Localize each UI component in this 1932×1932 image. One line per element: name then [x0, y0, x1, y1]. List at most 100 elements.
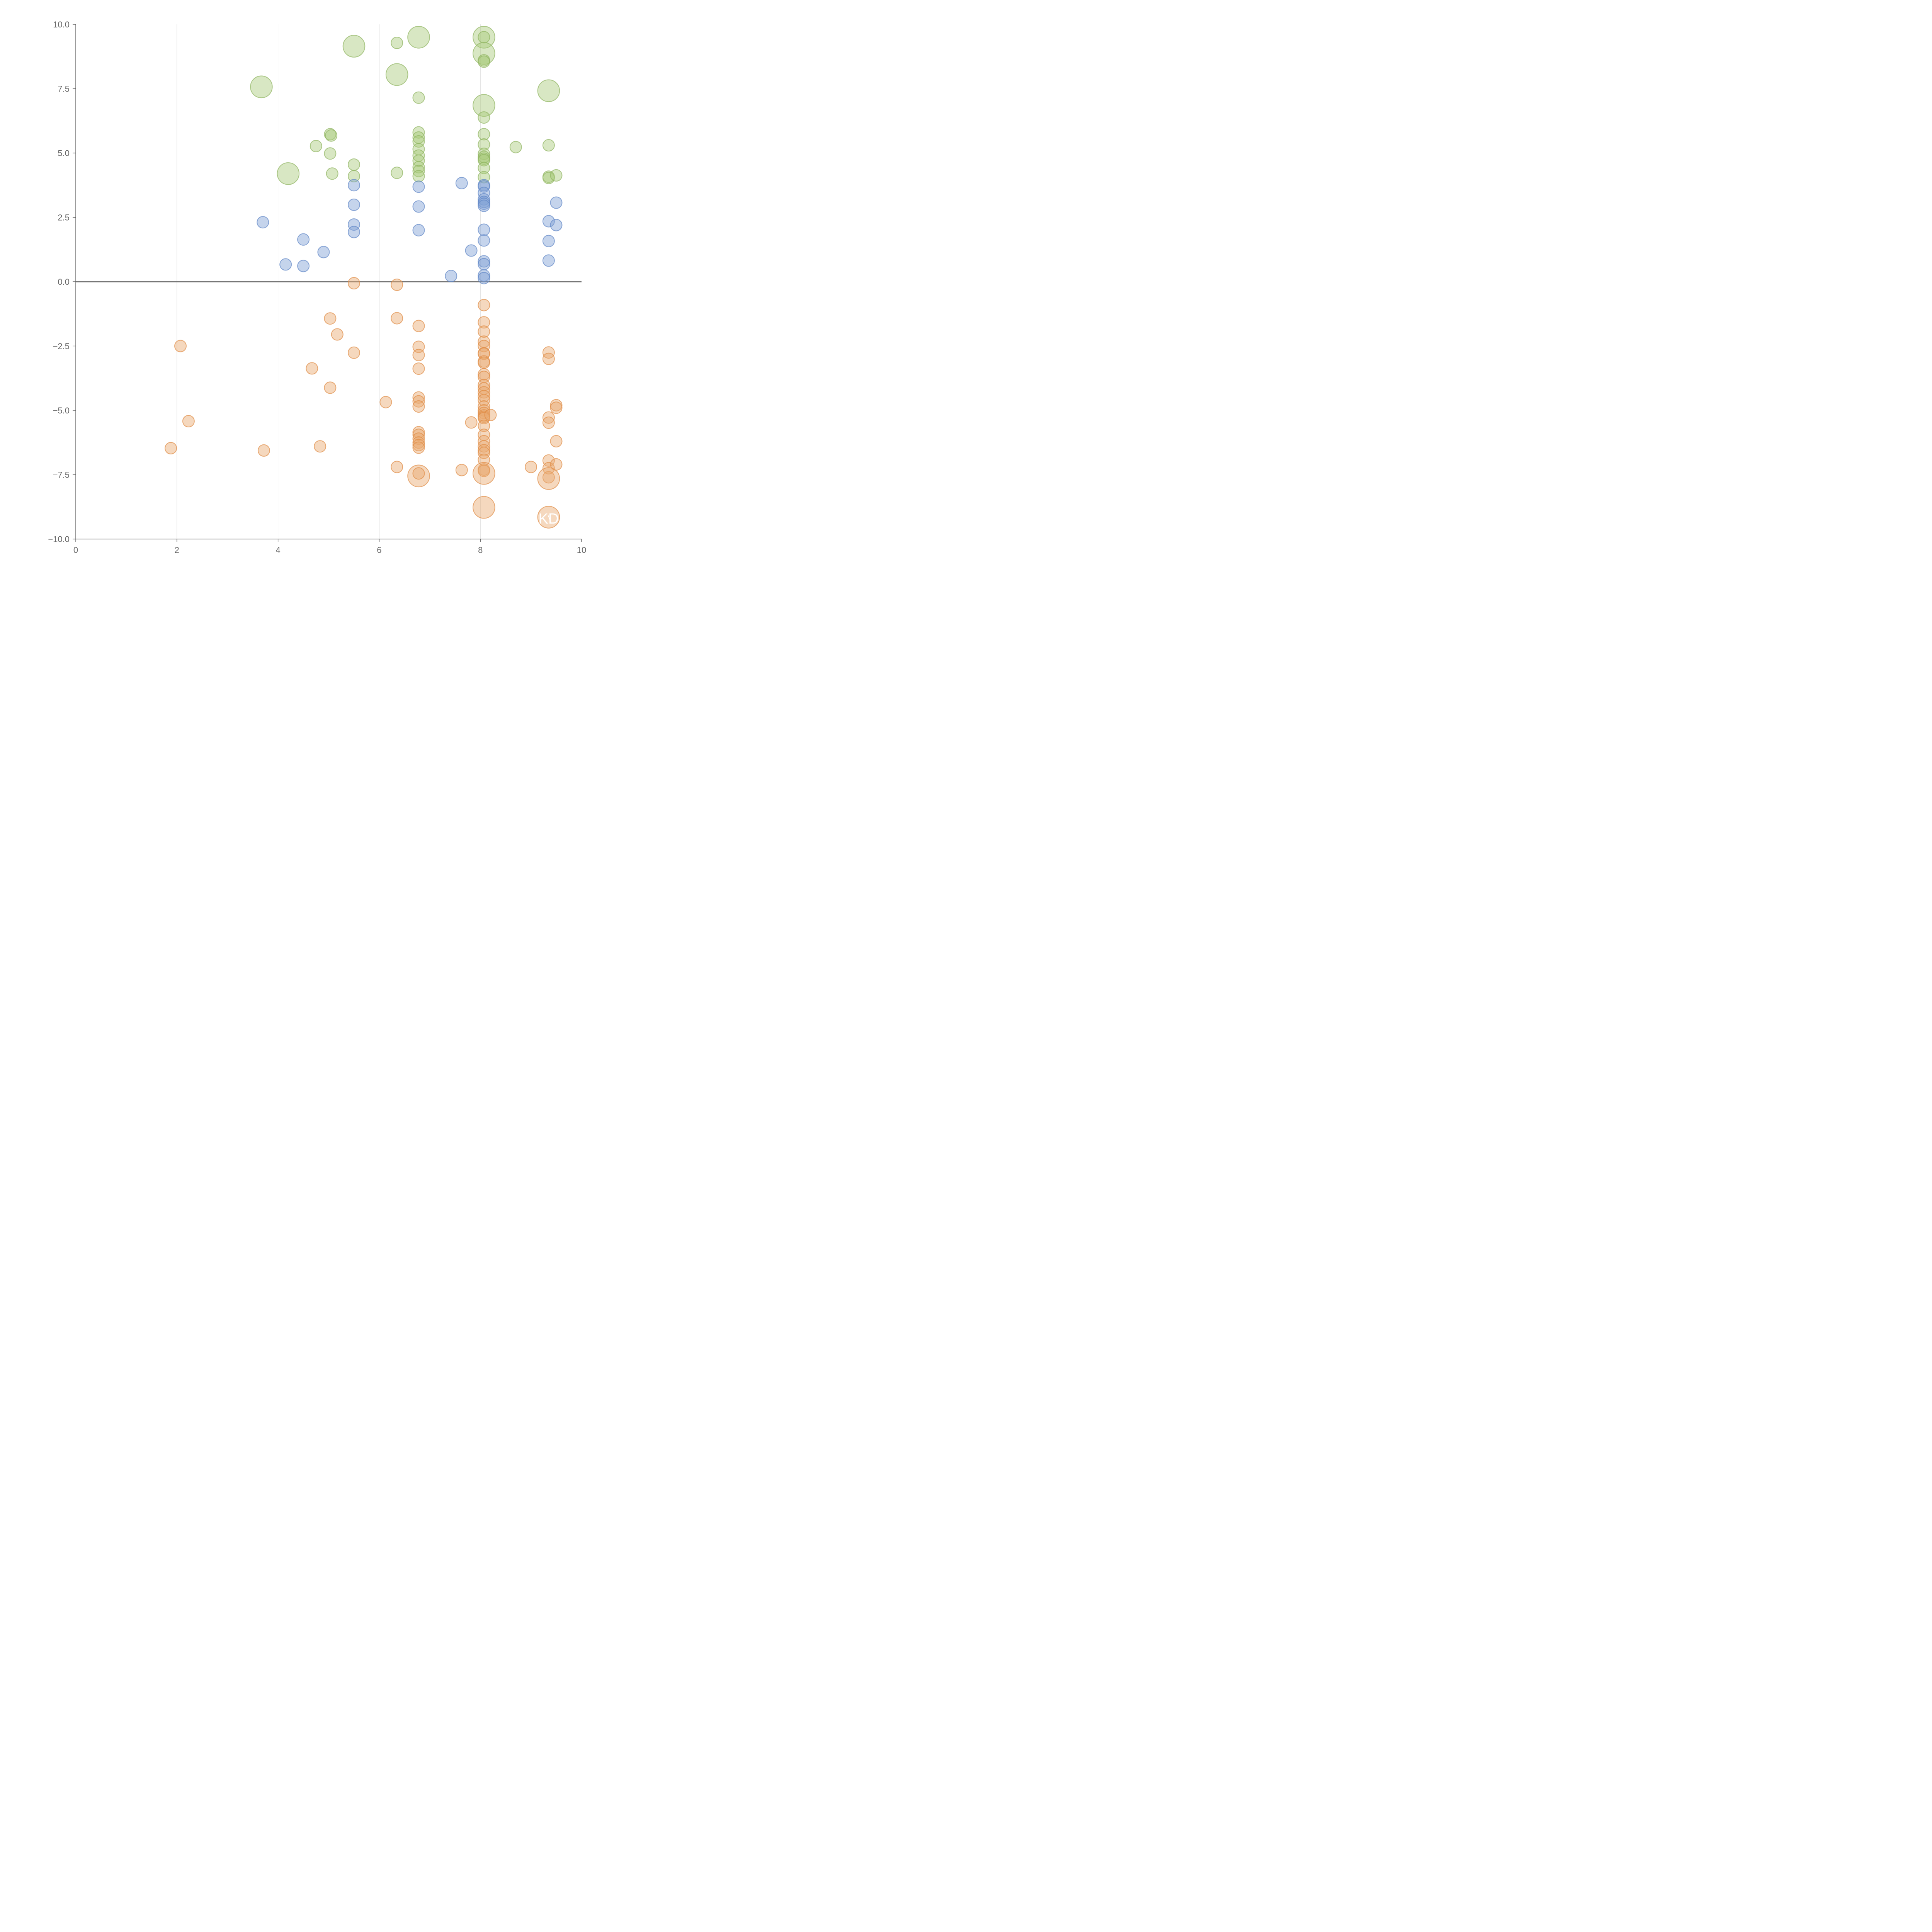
x-tick-label: 2 [175, 545, 179, 555]
x-tick-label: 0 [73, 545, 78, 555]
blue-bubble [478, 180, 490, 193]
green-bubble [412, 165, 425, 177]
blue-bubble [478, 269, 490, 282]
y-tick-label: −7.5 [53, 470, 70, 480]
green-bubble [412, 155, 425, 167]
y-tick-label: 7.5 [58, 84, 70, 94]
green-bubble [412, 170, 425, 182]
green-bubble [478, 55, 490, 68]
green-bubble [550, 169, 563, 182]
blue-bubble [478, 258, 490, 270]
blue-bubble [478, 234, 490, 247]
x-tick-label: 8 [478, 545, 483, 555]
orange-bubble [542, 462, 555, 474]
orange-bubble [542, 352, 555, 365]
orange-bubble [550, 435, 563, 447]
annotations: KD [539, 511, 559, 527]
green-bubble [478, 31, 490, 44]
orange-bubble [550, 458, 563, 471]
green-bubble [250, 75, 273, 99]
annotation-leader [548, 514, 551, 521]
orange-bubble [478, 299, 490, 311]
green-bubble [412, 126, 425, 139]
orange-bubble [165, 442, 177, 454]
y-tick-label: 10.0 [53, 20, 70, 29]
orange-bubble [550, 401, 563, 414]
orange-bubble [478, 420, 490, 432]
orange-bubble [478, 440, 490, 453]
orange-bubble [484, 409, 497, 421]
blue-bubble [257, 216, 269, 229]
blue-bubble [455, 177, 468, 189]
orange-bubble [379, 396, 392, 408]
x-tick-label: 4 [276, 545, 280, 555]
blue-bubble [279, 258, 292, 271]
orange-bubble [465, 416, 478, 429]
green-bubble [412, 161, 425, 173]
green-bubble [391, 37, 403, 49]
blue-bubble [478, 255, 490, 268]
orange-bubble [478, 444, 490, 457]
green-bubble [542, 172, 555, 184]
green-bubble [478, 128, 490, 141]
blue-bubble [465, 244, 478, 257]
orange-bubble [525, 461, 537, 473]
blue-bubble [412, 180, 425, 193]
orange-bubble [391, 312, 403, 325]
y-tick-label: −10.0 [48, 534, 70, 544]
annotation-label: KD [539, 511, 559, 527]
green-bubble [478, 162, 490, 174]
blue-bubble [478, 272, 490, 284]
orange-bubble [478, 379, 490, 391]
green-bubble [478, 138, 490, 151]
green-bubble [412, 91, 425, 104]
orange-bubble [412, 439, 425, 451]
orange-bubble [412, 395, 425, 408]
orange-bubble [174, 340, 187, 352]
orange-bubble [473, 462, 495, 485]
orange-bubble [412, 432, 425, 445]
orange-bubble [306, 362, 318, 375]
orange-bubble [478, 325, 490, 338]
y-tick-label: 0.0 [58, 277, 70, 287]
green-bubble [342, 35, 366, 58]
green-bubble [325, 129, 337, 142]
y-tick-label: −5.0 [53, 406, 70, 415]
orange-bubble [412, 391, 425, 404]
orange-bubble [412, 320, 425, 332]
green-bubble [473, 94, 495, 117]
y-tick-label: 5.0 [58, 148, 70, 158]
green-bubble [348, 158, 360, 171]
orange-bubble [324, 381, 337, 394]
orange-bubble [391, 279, 403, 291]
blue-bubble [348, 179, 360, 192]
orange-bubble [412, 400, 425, 413]
orange-bubble [412, 426, 425, 439]
blue-bubble [478, 187, 490, 199]
green-bubble [310, 140, 322, 152]
green-bubble [348, 170, 360, 182]
blue-bubble [542, 254, 555, 267]
orange-bubble [412, 362, 425, 375]
orange-bubble [478, 464, 490, 477]
blue-bubble [317, 246, 330, 259]
green-bubble [385, 63, 408, 86]
orange-bubble [537, 467, 560, 490]
orange-bubble [473, 496, 495, 519]
blue-bubble [348, 226, 360, 238]
green-bubble [478, 111, 490, 124]
green-bubble [473, 26, 495, 49]
blue-bubble [542, 235, 555, 247]
y-tick-label: −2.5 [53, 342, 70, 351]
green-bubble [407, 26, 430, 49]
green-bubble [391, 167, 403, 179]
orange-bubble [542, 411, 555, 424]
orange-bubble [412, 467, 425, 480]
blue-bubble [550, 219, 563, 231]
orange-bubble [182, 415, 195, 427]
scatter-chart: 0 2 4 6 8 10 10.0 7.5 5.0 2.5 0.0 −2.5 −5.0 −7.5 −10.0… [48, 20, 586, 555]
orange-bubble [412, 441, 425, 454]
green-bubble [326, 167, 338, 180]
blue-bubble [297, 233, 310, 246]
green-bubble [542, 139, 555, 151]
